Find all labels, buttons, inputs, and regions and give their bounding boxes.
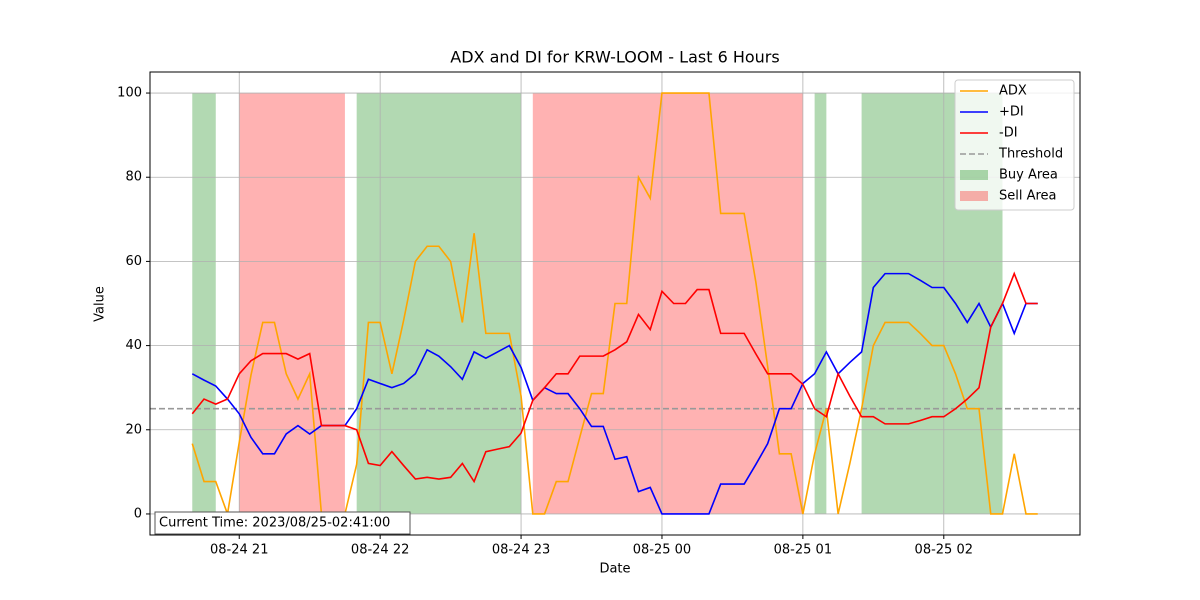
x-tick-label: 08-24 21 bbox=[210, 543, 268, 558]
y-tick-label: 0 bbox=[134, 506, 142, 521]
signal-area bbox=[356, 93, 522, 514]
legend-label: Threshold bbox=[998, 147, 1063, 162]
y-tick-label: 40 bbox=[125, 338, 142, 353]
annotation: Current Time: 2023/08/25-02:41:00 bbox=[159, 516, 390, 531]
legend-label: +DI bbox=[999, 105, 1024, 120]
signal-area bbox=[239, 93, 345, 514]
y-tick-label: 20 bbox=[125, 422, 142, 437]
x-axis-label: Date bbox=[599, 562, 630, 577]
legend-label: Sell Area bbox=[999, 189, 1057, 204]
plot-frame bbox=[149, 71, 1081, 536]
signal-area bbox=[814, 93, 827, 514]
y-tick-label: 60 bbox=[125, 254, 142, 269]
y-tick-label: 100 bbox=[117, 86, 142, 101]
x-tick-label: 08-24 22 bbox=[351, 543, 409, 558]
chart-title: ADX and DI for KRW-LOOM - Last 6 Hours bbox=[450, 48, 779, 67]
legend-label: ADX bbox=[999, 84, 1027, 99]
series-line bbox=[191, 271, 1038, 484]
legend-label: -DI bbox=[999, 126, 1018, 141]
x-tick-label: 08-25 02 bbox=[915, 543, 973, 558]
x-tick-label: 08-24 23 bbox=[492, 543, 550, 558]
legend-swatch bbox=[960, 191, 988, 201]
x-tick-label: 08-25 01 bbox=[774, 543, 832, 558]
signal-area bbox=[192, 93, 216, 514]
annotation-box bbox=[154, 511, 411, 535]
y-axis-label: Value bbox=[93, 286, 108, 322]
legend-label: Buy Area bbox=[999, 168, 1058, 183]
legend-swatch bbox=[960, 170, 988, 180]
x-tick-label: 08-25 00 bbox=[633, 543, 691, 558]
y-tick-label: 80 bbox=[125, 170, 142, 185]
signal-area bbox=[532, 93, 803, 514]
